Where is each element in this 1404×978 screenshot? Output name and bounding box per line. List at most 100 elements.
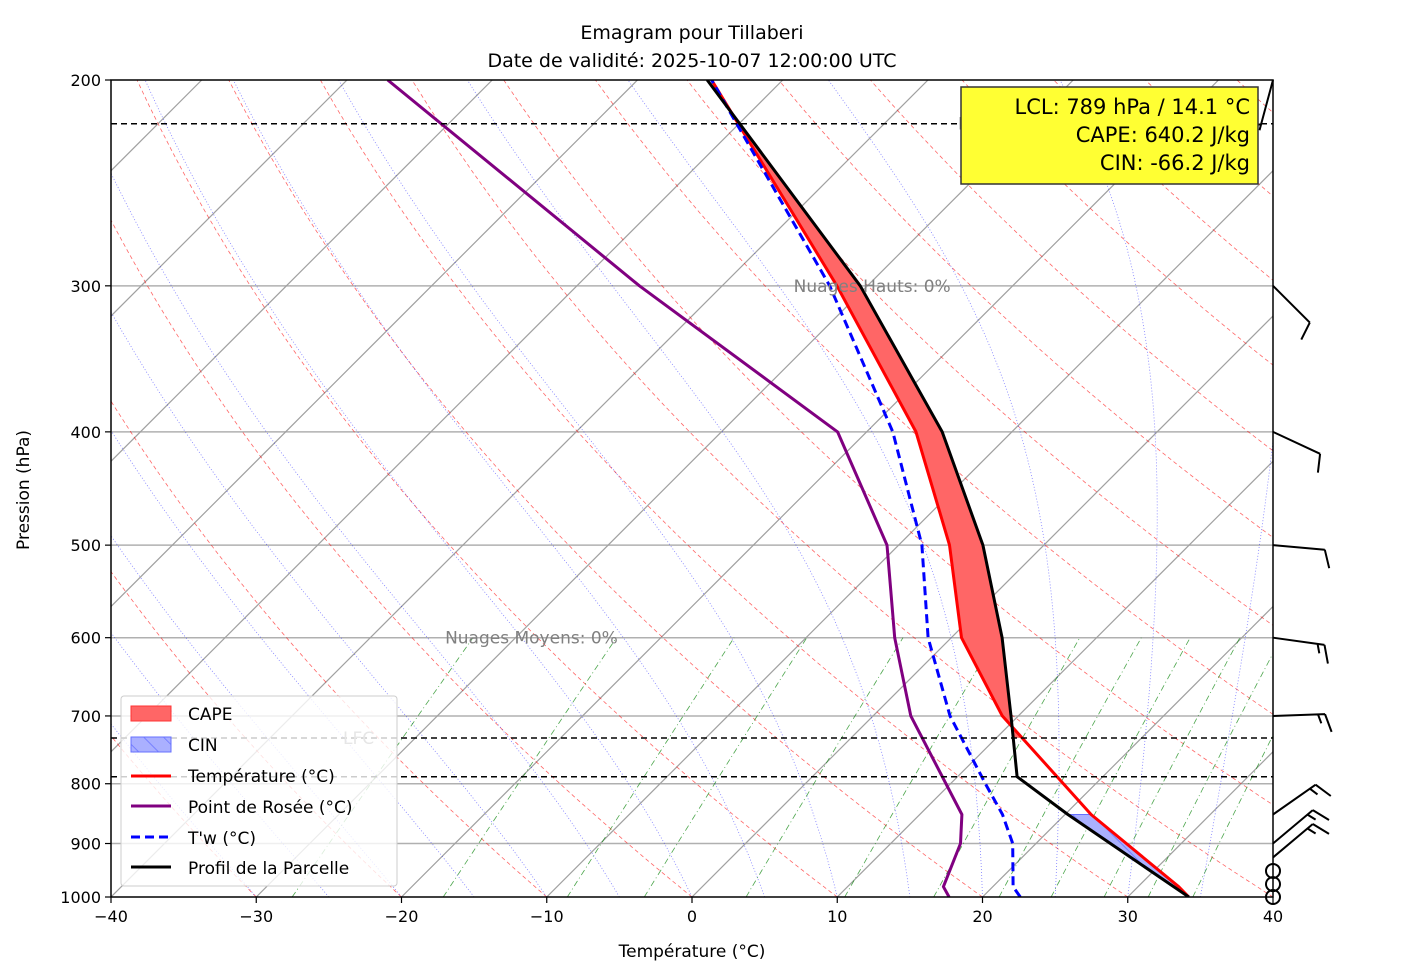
isotherm	[111, 80, 638, 608]
info-box-background	[960, 86, 1259, 185]
legend-label-wetbulb: T'w (°C)	[187, 829, 256, 849]
wetbulb-line	[710, 80, 1022, 897]
dry-adiabat	[411, 80, 1273, 897]
legend-label-temperature: Température (°C)	[187, 767, 335, 787]
mixing-ratio-line	[1147, 652, 1273, 897]
info-box: LCL: 789 hPa / 14.1 °C CAPE: 640.2 J/kg …	[960, 86, 1259, 185]
y-tick-label: 500	[70, 536, 101, 555]
isotherm	[982, 605, 1273, 897]
moist-adiabat	[232, 80, 765, 897]
calm-wind-circle	[1265, 876, 1281, 893]
isotherm	[1272, 896, 1273, 897]
legend-swatch-cape	[130, 705, 172, 722]
x-tick-label: −10	[530, 907, 564, 926]
y-tick-label: 400	[70, 423, 101, 442]
x-tick-label: 10	[827, 907, 847, 926]
wind-barb	[1272, 713, 1333, 733]
isotherm	[111, 80, 348, 317]
isotherm	[836, 460, 1273, 897]
dry-adiabat	[778, 80, 1273, 538]
y-tick-label: 1000	[60, 888, 101, 907]
wind-barb	[1272, 823, 1330, 859]
wind-barb	[1272, 544, 1331, 569]
x-tick-label: 20	[972, 907, 992, 926]
dry-adiabat	[111, 219, 693, 897]
y-tick-label: 700	[70, 707, 101, 726]
x-tick-label: 0	[687, 907, 697, 926]
dry-adiabat	[320, 80, 1129, 897]
mixing-ratio-line	[442, 637, 617, 897]
y-axis-label: Pression (hPa)	[14, 430, 34, 550]
wind-barb	[1272, 809, 1330, 845]
y-tick-label: 200	[70, 71, 101, 90]
moist-adiabat	[111, 311, 548, 897]
wind-barb	[1272, 285, 1311, 341]
legend: CAPE CIN Température (°C) Point de Rosée…	[120, 695, 398, 887]
moist-adiabat	[338, 80, 838, 897]
legend-frame	[120, 695, 398, 887]
x-tick-label: 40	[1263, 907, 1283, 926]
dry-adiabat	[111, 400, 548, 897]
chart-subtitle: Date de validité: 2025-10-07 12:00:00 UT…	[487, 50, 896, 72]
mixing-ratio-line	[1103, 637, 1241, 897]
y-tick-label: 300	[70, 277, 101, 296]
cape-cin-fills	[738, 123, 1190, 897]
dry-adiabat	[136, 80, 838, 897]
isotherm	[111, 80, 784, 753]
moist-adiabat	[111, 631, 330, 897]
moist-adiabat	[111, 172, 620, 897]
dry-adiabat	[870, 80, 1273, 452]
legend-label-parcel: Profil de la Parcelle	[188, 859, 349, 879]
parcel-line	[705, 80, 1190, 897]
mixing-ratio-line	[1192, 734, 1273, 897]
wind-barbs	[1251, 79, 1333, 905]
cloud-note-high: Nuages Hauts: 0%	[794, 277, 951, 297]
dewpoint-line	[386, 80, 964, 897]
y-tick-label: 600	[70, 629, 101, 648]
y-tick-label: 900	[70, 835, 101, 854]
legend-label-cape: CAPE	[188, 705, 233, 725]
mixing-ratio-line	[566, 637, 735, 897]
dry-adiabat	[686, 80, 1273, 626]
moist-adiabat	[1272, 895, 1273, 897]
mixing-ratio-line	[1050, 637, 1191, 897]
moist-adiabat	[1059, 80, 1158, 897]
axis-ticks: −40 −30 −20 −10 0 10 20 30 40 1000 900 800 700 600 500…	[60, 71, 1283, 926]
info-cin: CIN: -66.2 J/kg	[1100, 151, 1250, 175]
level-lines: ELLFC	[111, 115, 1273, 778]
mixing-ratio-line	[844, 637, 997, 897]
isotherm	[111, 80, 493, 463]
dry-adiabat	[1329, 80, 1404, 897]
moist-adiabat	[627, 80, 983, 897]
dry-adiabat	[1236, 80, 1273, 114]
temperature-line	[710, 80, 1190, 897]
calm-wind-circle	[1265, 889, 1281, 905]
wind-barb	[1272, 636, 1329, 664]
info-cape: CAPE: 640.2 J/kg	[1076, 123, 1250, 147]
dry-adiabat	[595, 80, 1273, 715]
isotherm	[401, 80, 1219, 897]
wind-barb	[1272, 783, 1332, 816]
moist-adiabat	[828, 80, 1060, 897]
x-tick-label: −30	[239, 907, 273, 926]
moist-adiabat	[467, 80, 911, 897]
mixing-ratio-line	[998, 637, 1142, 897]
x-axis-label: Température (°C)	[618, 942, 766, 962]
cape-area	[738, 123, 1023, 738]
mixing-ratio-line	[643, 637, 808, 897]
chart-title: Emagram pour Tillaberi	[580, 22, 803, 44]
legend-label-dewpoint: Point de Rosée (°C)	[188, 798, 353, 818]
x-tick-label: −40	[94, 907, 128, 926]
wind-barb	[1272, 430, 1322, 473]
isotherm	[1127, 750, 1273, 897]
legend-label-cin: CIN	[188, 736, 218, 756]
dry-adiabat	[1145, 80, 1273, 197]
y-tick-label: 800	[70, 775, 101, 794]
moist-adiabat	[1346, 80, 1404, 897]
legend-swatch-cin	[130, 736, 172, 753]
mixing-ratio-line	[745, 637, 904, 897]
dry-adiabat	[961, 80, 1273, 366]
dry-adiabat	[1053, 80, 1273, 281]
x-tick-label: −20	[385, 907, 419, 926]
